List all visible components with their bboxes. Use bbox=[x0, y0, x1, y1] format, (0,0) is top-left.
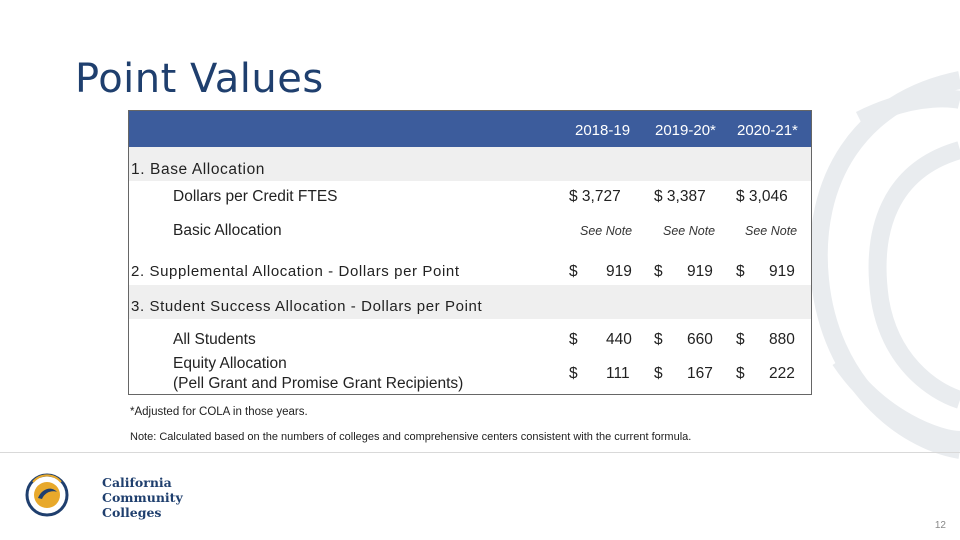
cell-value: 660 bbox=[687, 331, 713, 348]
section-label: 1. Base Allocation bbox=[131, 161, 266, 178]
section-label: 3. Student Success Allocation - Dollars … bbox=[131, 298, 483, 315]
page-title: Point Values bbox=[75, 56, 324, 102]
see-note: See Note bbox=[663, 224, 716, 238]
column-header-2018-19: 2018-19 bbox=[575, 122, 631, 139]
see-note: See Note bbox=[580, 224, 633, 238]
section-supplemental-allocation: 2. Supplemental Allocation - Dollars per… bbox=[131, 263, 460, 280]
dollar-sign: $ bbox=[654, 331, 663, 348]
seal-icon bbox=[25, 473, 69, 517]
cell-value: 222 bbox=[769, 365, 795, 382]
california-community-colleges-logo: California Community Colleges bbox=[25, 472, 185, 522]
cell-value: 919 bbox=[606, 263, 632, 280]
cell-value: 880 bbox=[769, 331, 795, 348]
cell-value: 167 bbox=[687, 365, 713, 382]
column-header-2019-20: 2019-20* bbox=[655, 122, 716, 139]
cell-value: 919 bbox=[687, 263, 713, 280]
point-values-table: 2018-19 2019-20* 2020-21* 1. Base Alloca… bbox=[128, 110, 812, 395]
page-number: 12 bbox=[934, 520, 946, 531]
dollar-sign: $ bbox=[654, 365, 663, 382]
footnote-calculation-note: Note: Calculated based on the numbers of… bbox=[130, 431, 692, 443]
dollar-sign: $ bbox=[569, 331, 578, 348]
row-label-equity-allocation-detail: (Pell Grant and Promise Grant Recipients… bbox=[173, 375, 464, 392]
dollar-sign: $ bbox=[736, 331, 745, 348]
table-header: 2018-19 2019-20* 2020-21* bbox=[129, 111, 811, 148]
cell-value: $ 3,727 bbox=[569, 188, 621, 205]
cell-value: 440 bbox=[606, 331, 632, 348]
section-base-allocation: 1. Base Allocation bbox=[129, 147, 811, 181]
dollar-sign: $ bbox=[736, 365, 745, 382]
cell-value: 111 bbox=[606, 365, 630, 382]
logo-text-line: Colleges bbox=[102, 505, 162, 520]
logo-text-line: Community bbox=[102, 490, 183, 505]
divider bbox=[0, 452, 960, 453]
see-note: See Note bbox=[745, 224, 798, 238]
dollar-sign: $ bbox=[654, 263, 663, 280]
dollar-sign: $ bbox=[569, 263, 578, 280]
cell-value: 919 bbox=[769, 263, 795, 280]
background-globe-decoration bbox=[809, 71, 960, 459]
row-label-all-students: All Students bbox=[173, 331, 256, 348]
row-label-equity-allocation: Equity Allocation bbox=[173, 355, 287, 372]
row-label-dollars-per-credit-ftes: Dollars per Credit FTES bbox=[173, 188, 338, 205]
row-label-basic-allocation: Basic Allocation bbox=[173, 222, 282, 239]
logo-text-line: California bbox=[102, 475, 172, 490]
section-student-success-allocation: 3. Student Success Allocation - Dollars … bbox=[129, 285, 811, 319]
cell-value: $ 3,387 bbox=[654, 188, 706, 205]
cell-value: $ 3,046 bbox=[736, 188, 788, 205]
dollar-sign: $ bbox=[736, 263, 745, 280]
dollar-sign: $ bbox=[569, 365, 578, 382]
column-header-2020-21: 2020-21* bbox=[737, 122, 798, 139]
footnote-cola: *Adjusted for COLA in those years. bbox=[130, 406, 308, 418]
